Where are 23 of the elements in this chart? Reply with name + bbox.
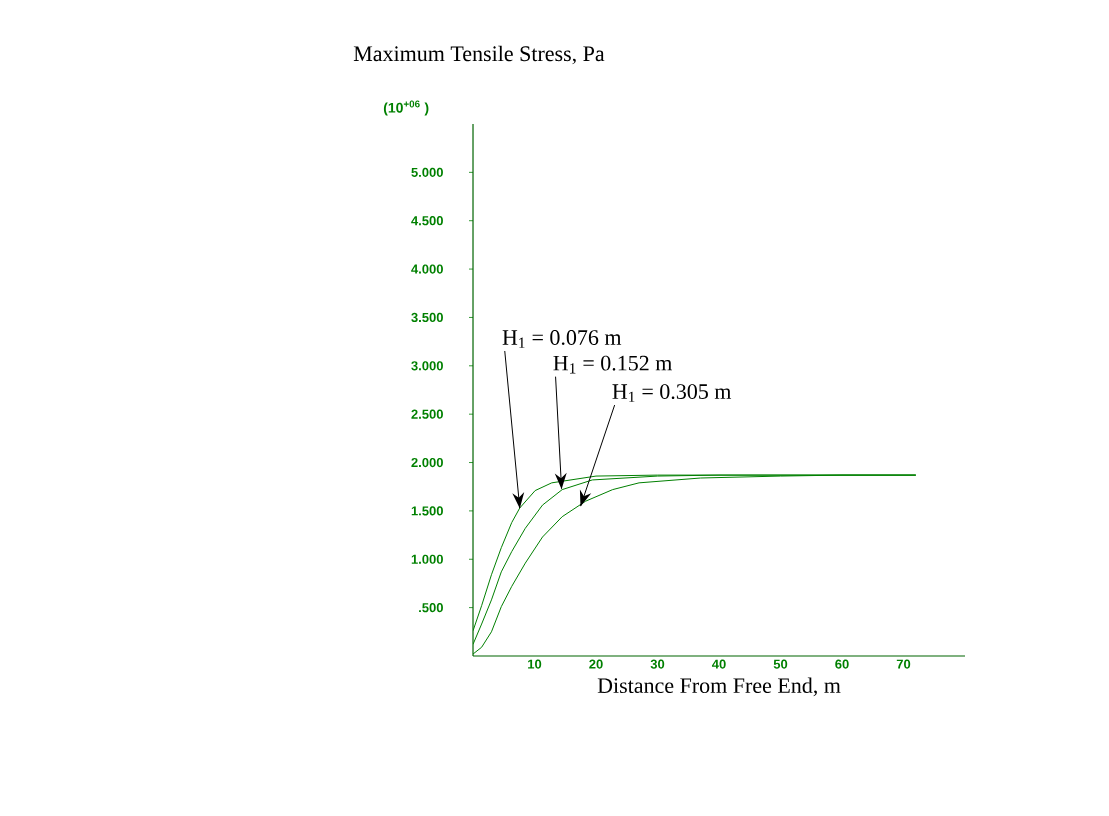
chart-title: Maximum Tensile Stress, Pa	[353, 45, 605, 65]
x-tick-label: 10	[528, 659, 542, 669]
x-tick-label: 60	[835, 659, 849, 669]
annotation: H$_{1}$ = 0.152 m	[553, 355, 673, 374]
x-tick-label: 20	[589, 659, 603, 669]
x-tick-label: 70	[896, 659, 911, 669]
x-tick-label: 40	[711, 659, 726, 669]
y-tick-label: 3.500	[411, 312, 443, 323]
y-tick-label: 3.000	[411, 361, 443, 371]
y-tick-label: 4.500	[411, 216, 443, 226]
y-tick-label: 1.500	[411, 506, 443, 516]
y-tick-label: 1.000	[411, 554, 443, 564]
y-tick-label: 2.000	[411, 457, 443, 468]
y-tick-label: 2.500	[411, 409, 443, 419]
x-axis-title: Distance From Free End, m	[597, 677, 841, 697]
annotation: H$_{1}$ = 0.076 m	[502, 330, 622, 348]
y-tick-label: 5.000	[411, 167, 443, 177]
y-axis-title: (10$^{+06}$ )	[383, 100, 429, 116]
annotation: H$_{1}$ = 0.305 m	[612, 384, 732, 402]
x-tick-label: 30	[650, 659, 665, 669]
x-tick-label: 50	[773, 659, 788, 669]
y-tick-label: .500	[419, 603, 443, 613]
y-tick-label: 4.000	[411, 264, 443, 274]
